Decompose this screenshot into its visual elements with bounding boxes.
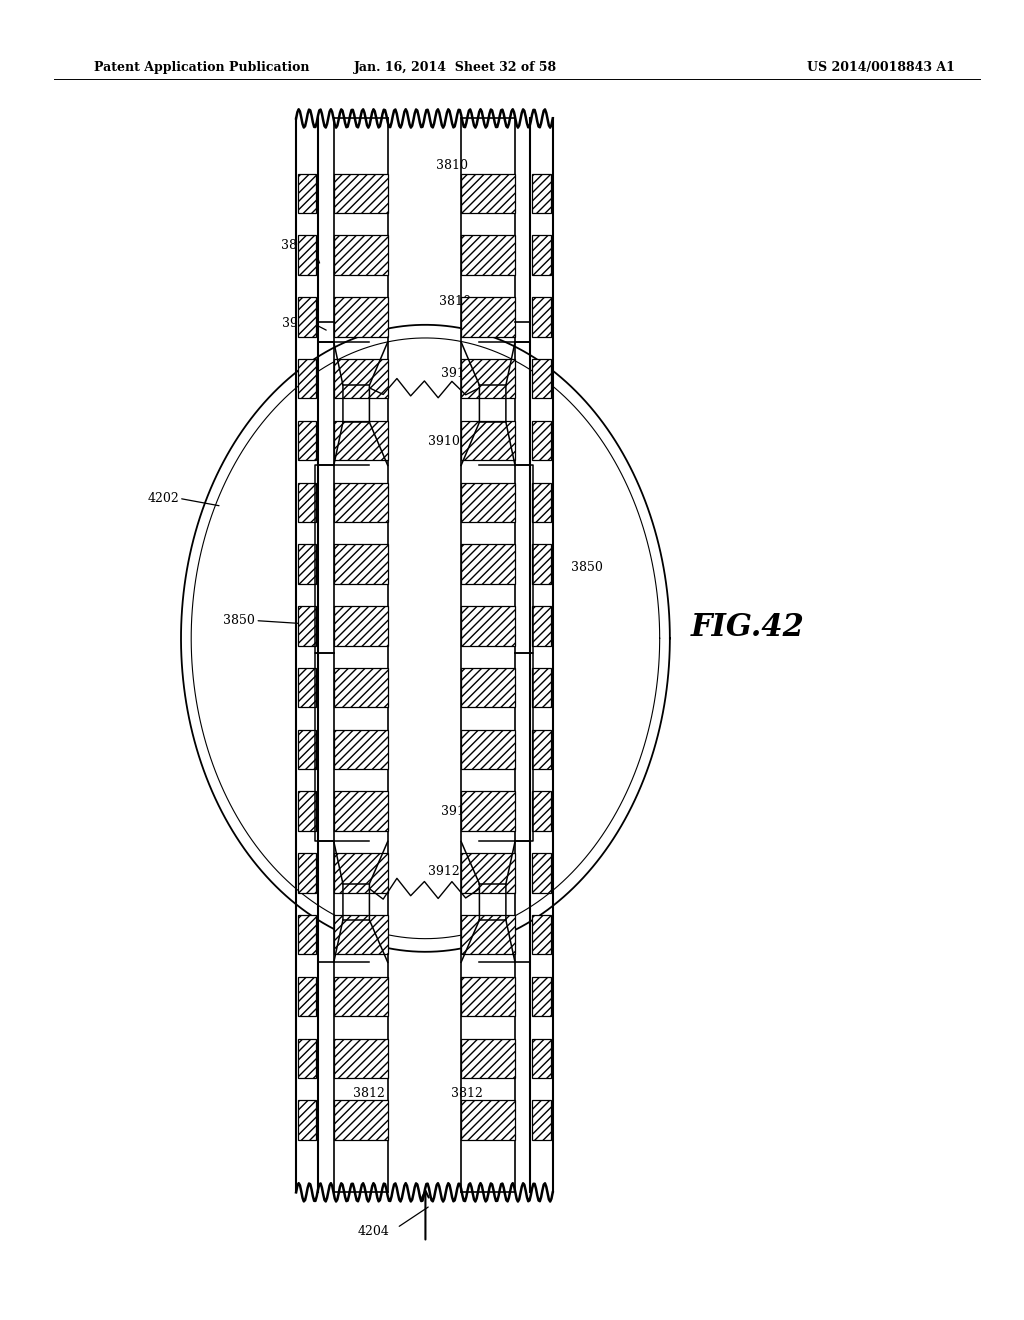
Bar <box>461 1101 515 1139</box>
Bar <box>298 853 316 892</box>
Bar <box>532 483 551 521</box>
Text: FIG.42: FIG.42 <box>690 611 804 643</box>
Text: 3800: 3800 <box>282 239 313 252</box>
Bar <box>334 1039 388 1078</box>
Bar <box>298 606 316 645</box>
Bar <box>461 235 515 275</box>
Bar <box>461 977 515 1016</box>
Bar <box>532 174 551 213</box>
Bar <box>334 853 388 892</box>
Bar <box>334 606 388 645</box>
Text: 3850: 3850 <box>223 614 255 627</box>
Text: Jan. 16, 2014  Sheet 32 of 58: Jan. 16, 2014 Sheet 32 of 58 <box>354 61 557 74</box>
Text: 4204: 4204 <box>358 1225 390 1238</box>
Bar <box>334 359 388 399</box>
Bar <box>334 297 388 337</box>
Bar <box>532 235 551 275</box>
Bar <box>532 297 551 337</box>
Text: 3810: 3810 <box>435 160 468 173</box>
Bar <box>334 668 388 708</box>
Bar <box>461 544 515 583</box>
Bar <box>461 421 515 461</box>
Bar <box>334 977 388 1016</box>
Bar <box>334 792 388 830</box>
Bar <box>298 1039 316 1078</box>
Text: Patent Application Publication: Patent Application Publication <box>94 61 310 74</box>
Text: 3910: 3910 <box>440 367 473 380</box>
Text: US 2014/0018843 A1: US 2014/0018843 A1 <box>807 61 955 74</box>
Text: 3810: 3810 <box>438 294 471 308</box>
Bar <box>334 915 388 954</box>
Bar <box>461 1039 515 1078</box>
Text: 3912: 3912 <box>428 865 460 878</box>
Bar <box>532 915 551 954</box>
Bar <box>532 668 551 708</box>
Text: 3850: 3850 <box>571 561 603 574</box>
Bar <box>298 174 316 213</box>
Bar <box>461 668 515 708</box>
Text: 4202: 4202 <box>147 492 179 504</box>
Text: 3900: 3900 <box>282 317 313 330</box>
Bar <box>461 915 515 954</box>
Text: 3910: 3910 <box>428 436 461 449</box>
Bar <box>298 1101 316 1139</box>
Bar <box>461 483 515 521</box>
Bar <box>461 359 515 399</box>
Bar <box>298 792 316 830</box>
Bar <box>461 853 515 892</box>
Bar <box>334 730 388 770</box>
Bar <box>298 977 316 1016</box>
Bar <box>334 421 388 461</box>
Bar <box>334 235 388 275</box>
Bar <box>532 1101 551 1139</box>
Text: 3812: 3812 <box>353 1088 385 1101</box>
Bar <box>334 544 388 583</box>
Bar <box>532 544 551 583</box>
Bar <box>461 606 515 645</box>
Bar <box>461 297 515 337</box>
Bar <box>298 235 316 275</box>
Bar <box>298 730 316 770</box>
Text: 3812: 3812 <box>451 1088 482 1101</box>
Bar <box>461 730 515 770</box>
Bar <box>532 359 551 399</box>
Bar <box>334 1101 388 1139</box>
Text: 3912: 3912 <box>440 805 472 817</box>
Bar <box>532 853 551 892</box>
Bar <box>461 792 515 830</box>
Bar <box>334 483 388 521</box>
Bar <box>298 297 316 337</box>
Bar <box>532 1039 551 1078</box>
Bar <box>298 421 316 461</box>
Bar <box>532 792 551 830</box>
Bar <box>298 544 316 583</box>
Bar <box>334 174 388 213</box>
Bar <box>461 174 515 213</box>
Bar <box>532 606 551 645</box>
Bar <box>298 668 316 708</box>
Bar <box>298 915 316 954</box>
Bar <box>298 359 316 399</box>
Bar <box>532 977 551 1016</box>
Bar <box>532 421 551 461</box>
Bar <box>298 483 316 521</box>
Bar <box>532 730 551 770</box>
